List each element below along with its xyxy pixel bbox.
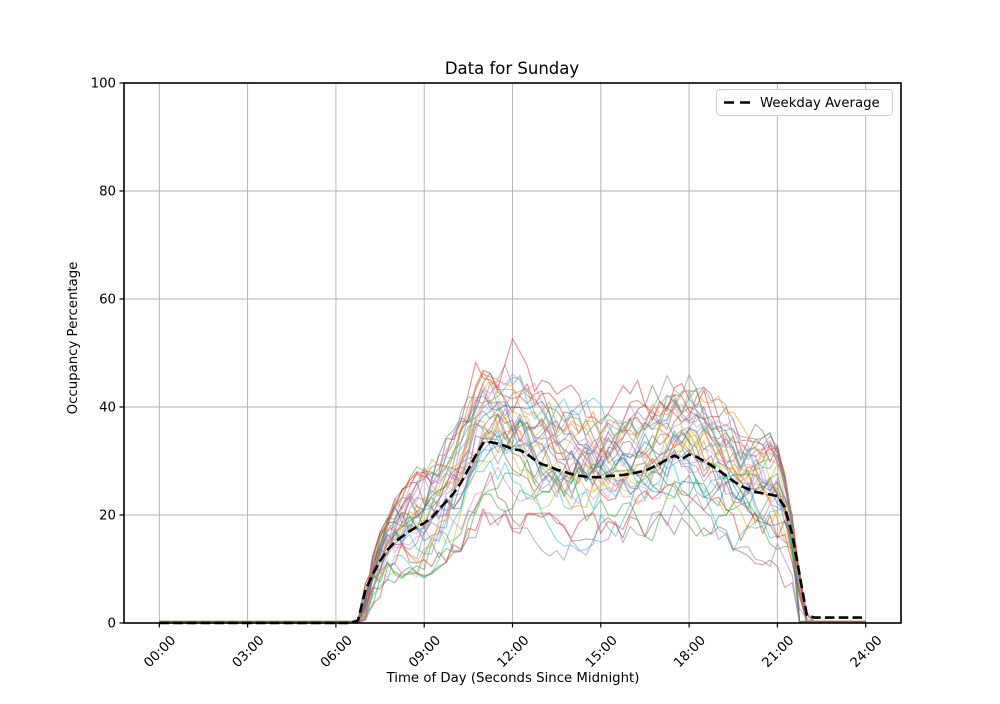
- x-tick-label: 06:00: [318, 633, 356, 671]
- y-tick-labels: 0 20 40 60 80 100: [91, 77, 116, 632]
- y-tick-label: 60: [99, 293, 116, 308]
- legend-label: Weekday Average: [760, 96, 880, 111]
- x-tick-label: 18:00: [671, 633, 709, 671]
- x-tick-labels: 00:00 03:00 06:00 09:00 12:00 15:00 18:00 21:00…: [142, 633, 886, 671]
- x-tick-label: 12:00: [495, 633, 533, 671]
- y-tick-label: 40: [99, 401, 116, 416]
- y-tick-label: 0: [108, 617, 116, 632]
- x-tick-label: 24:00: [848, 633, 886, 671]
- individual-day-traces: [159, 338, 866, 624]
- legend: Weekday Average: [716, 89, 893, 116]
- y-tick-label: 100: [91, 77, 116, 92]
- x-tick-label: 15:00: [583, 633, 621, 671]
- x-tick-label: 03:00: [230, 633, 268, 671]
- y-tick-label: 80: [99, 185, 116, 200]
- weekday-average-polyline: [159, 440, 866, 625]
- x-axis-label: Time of Day (Seconds Since Midnight): [386, 671, 640, 686]
- y-axis-label: Occupancy Percentage: [66, 262, 81, 415]
- x-tick-label: 21:00: [760, 633, 798, 671]
- y-tick-label: 20: [99, 509, 116, 524]
- x-tick-label: 00:00: [142, 633, 180, 671]
- chart-title: Data for Sunday: [445, 59, 580, 78]
- weekday-average-line: [159, 440, 866, 625]
- day-trace: [159, 471, 866, 623]
- x-tick-label: 09:00: [406, 633, 444, 671]
- legend-box: [716, 89, 893, 116]
- axis-ticks: [119, 82, 867, 628]
- grid-lines: [124, 82, 901, 624]
